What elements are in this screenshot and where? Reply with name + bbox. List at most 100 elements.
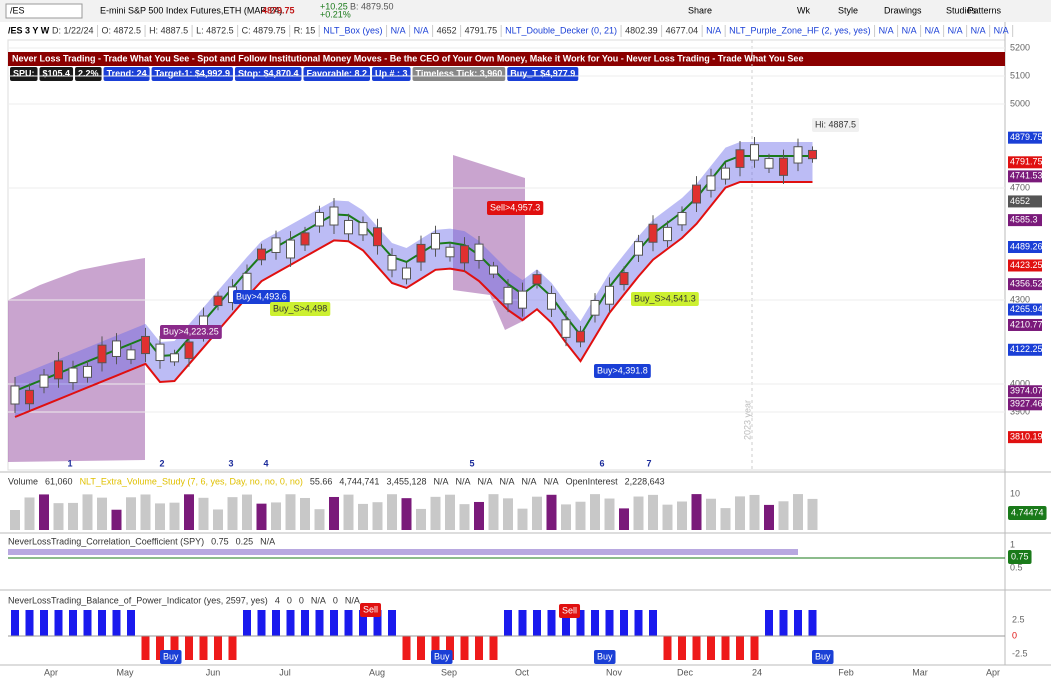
- price-tick-label: 5000: [1010, 98, 1030, 108]
- badge: Timeless Tick: 3,960: [416, 68, 503, 78]
- bop-bar: [40, 610, 48, 636]
- signal-label-bg: [270, 302, 331, 316]
- volume-bar: [720, 508, 731, 530]
- study-item: N/A: [414, 25, 429, 35]
- volume-bar: [39, 494, 49, 530]
- volume-bar: [213, 509, 223, 530]
- bop-bar: [721, 636, 730, 660]
- price-tag: 4356.52: [1010, 279, 1043, 289]
- bop-axis: 2.5: [1012, 614, 1025, 624]
- badge: Stop: $4,870.4: [238, 68, 299, 78]
- bop-bar: [214, 636, 222, 660]
- volume-header: NLT_Extra_Volume_Study (7, 6, yes, Day, …: [80, 476, 303, 486]
- volume-header: 55.66: [310, 476, 333, 486]
- candle: [663, 226, 672, 242]
- year-label: 2023 year: [742, 400, 752, 440]
- price-tag: 4423.25: [1010, 260, 1043, 270]
- toolbar-button[interactable]: Studies: [946, 5, 977, 15]
- candle: [750, 144, 759, 161]
- wave-label: 5: [469, 458, 474, 468]
- toolbar-button[interactable]: Patterns: [967, 5, 1001, 15]
- study-item: N/A: [391, 25, 406, 35]
- bop-bar: [707, 636, 715, 660]
- bop-bar: [199, 636, 208, 660]
- candle: [721, 167, 730, 180]
- last-price: 4879.75: [262, 5, 295, 15]
- purple-zone: [8, 258, 145, 462]
- price-tag-bg: [1008, 214, 1042, 227]
- candle: [358, 222, 368, 236]
- volume-bar: [546, 494, 557, 530]
- bop-bar: [663, 636, 672, 660]
- study-item: N/A: [994, 25, 1009, 35]
- volume-bar: [633, 496, 644, 530]
- volume-tag: 4.74474: [1011, 507, 1044, 517]
- volume-bar: [590, 494, 600, 530]
- bop-header: 0: [333, 595, 338, 605]
- price-tag: 4122.25: [1010, 344, 1043, 354]
- price-tag-bg: [1008, 156, 1042, 169]
- month-label: Apr: [986, 667, 1000, 677]
- bop-bar: [431, 636, 440, 660]
- price-tag-bg: [1008, 318, 1042, 331]
- purple-zone: [453, 155, 525, 330]
- toolbar-button[interactable]: Style: [838, 5, 858, 15]
- volume-header: N/A: [433, 476, 448, 486]
- month-label: Oct: [515, 667, 530, 677]
- bop-bar: [750, 636, 759, 660]
- bop-bar: [388, 610, 396, 636]
- volume-bar: [358, 503, 368, 530]
- candle: [692, 184, 701, 204]
- price-tag-bg: [1008, 398, 1042, 411]
- volume-bar: [604, 498, 615, 530]
- bop-bar: [170, 636, 179, 660]
- bop-bar: [504, 610, 512, 636]
- bop-bar: [127, 610, 135, 636]
- toolbar-button[interactable]: Wk: [797, 5, 810, 15]
- banner: Never Loss Trading - Trade What You See …: [12, 53, 803, 63]
- candle: [808, 149, 817, 160]
- volume-bar: [416, 508, 426, 530]
- price-tag: 4585.3: [1010, 214, 1038, 224]
- bop-bar: [228, 636, 237, 660]
- price-tag-bg: [1008, 431, 1042, 444]
- candle: [503, 286, 513, 305]
- candle: [764, 158, 774, 169]
- volume-bar: [227, 497, 238, 530]
- price-tag: 4791.75: [1010, 157, 1043, 167]
- toolbar-button[interactable]: Share: [688, 5, 712, 15]
- volume-header: N/A: [478, 476, 493, 486]
- candle: [170, 353, 179, 363]
- banner-bg: [8, 52, 1005, 66]
- candle: [344, 219, 353, 235]
- volume-bar: [401, 498, 412, 530]
- bop-signal-bg: [431, 650, 453, 664]
- wave-label: 6: [599, 458, 604, 468]
- volume-header: 2,228,643: [625, 476, 665, 486]
- price-tag-bg: [1008, 385, 1042, 398]
- bop-signal: Buy: [815, 651, 831, 661]
- candle: [634, 241, 643, 256]
- bop-bar: [446, 636, 454, 660]
- candle: [590, 299, 600, 316]
- wave-label: 4: [263, 458, 268, 468]
- candle: [735, 149, 745, 168]
- study-item: 4652: [437, 25, 457, 35]
- bop-axis: -2.5: [1012, 648, 1028, 658]
- toolbar-button[interactable]: Drawings: [884, 5, 922, 15]
- bop-bar: [591, 610, 599, 636]
- candle: [677, 212, 687, 226]
- candle: [155, 343, 165, 362]
- bop-bar: [692, 636, 701, 660]
- volume-bar: [126, 497, 136, 530]
- volume-bar: [793, 494, 803, 530]
- volume-bar: [24, 497, 35, 530]
- candle: [402, 267, 411, 280]
- volume-bar: [778, 501, 789, 530]
- bop-header: N/A: [345, 595, 360, 605]
- candle: [532, 274, 542, 285]
- bop-bar: [605, 610, 614, 636]
- bop-header: NeverLossTrading_Balance_of_Power_Indica…: [8, 595, 268, 605]
- volume-bar: [242, 494, 252, 530]
- volume-bar: [735, 496, 745, 530]
